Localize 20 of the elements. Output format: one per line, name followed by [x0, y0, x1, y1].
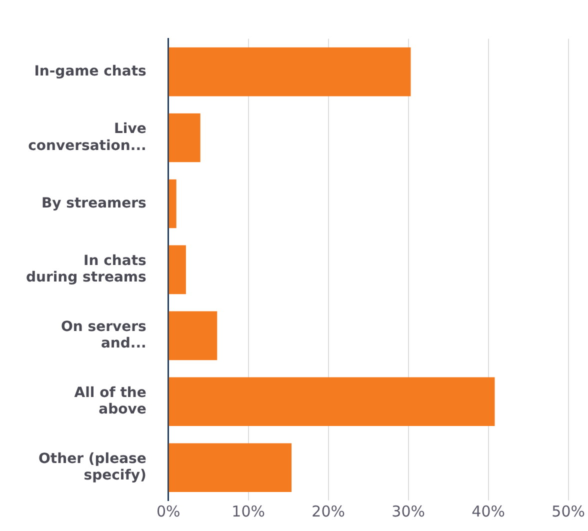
bar	[168, 377, 495, 426]
y-tick-label: By streamers	[41, 195, 146, 212]
bar	[168, 245, 186, 294]
y-tick-label: Other (please specify)	[38, 450, 146, 484]
y-tick-label: In chats during streams	[26, 252, 146, 286]
y-tick-label: On servers and...	[61, 318, 146, 352]
y-tick-label: In-game chats	[34, 63, 146, 80]
y-tick-label: Live conversation...	[28, 121, 146, 154]
y-tick-label: All of the above	[74, 384, 146, 418]
x-tick-label: 10%	[232, 502, 266, 520]
bar	[168, 113, 200, 162]
x-tick-label: 30%	[392, 502, 426, 520]
x-tick-label: 20%	[312, 502, 346, 520]
bar	[168, 47, 411, 96]
x-tick-label: 50%	[552, 502, 585, 520]
x-tick-label: 0%	[156, 502, 180, 520]
bar	[168, 443, 292, 492]
bar	[168, 179, 176, 228]
x-tick-label: 40%	[472, 502, 506, 520]
bar	[168, 311, 218, 360]
